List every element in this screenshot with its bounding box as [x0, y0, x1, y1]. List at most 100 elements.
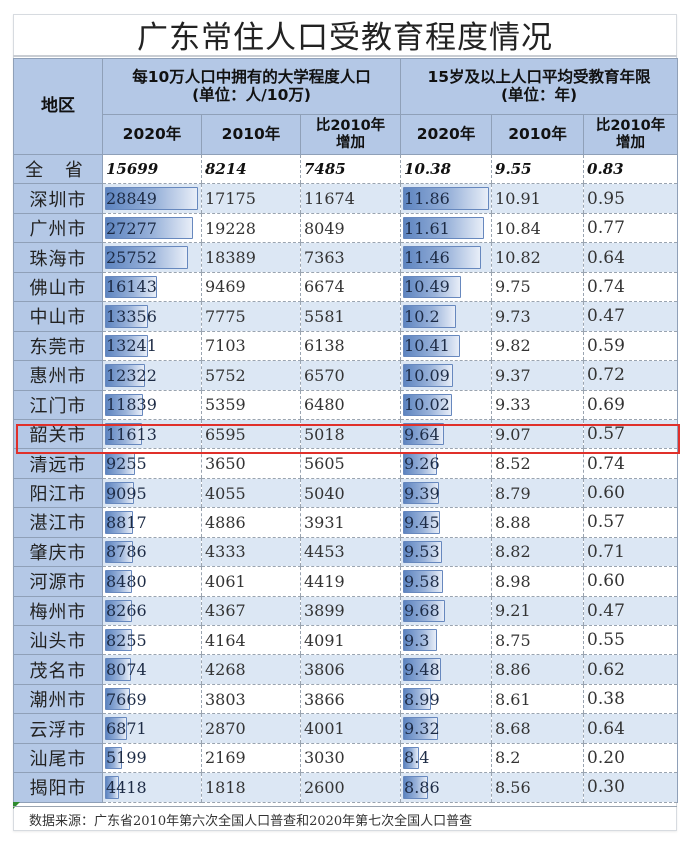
years-2020-cell: 10.09 [400, 360, 492, 391]
university-2020-cell: 4418 [102, 772, 202, 803]
years-increase-cell: 0.95 [583, 183, 679, 214]
university-2020-cell: 28849 [102, 183, 202, 214]
university-increase-cell: 6674 [299, 272, 401, 303]
years-2020-cell: 11.46 [400, 242, 492, 273]
years-2010-cell: 8.52 [491, 448, 584, 479]
data-bar [105, 422, 143, 446]
years-2020-cell: 9.68 [400, 596, 492, 627]
university-2020-cell: 9095 [102, 478, 202, 509]
university-2020-cell: 6871 [102, 713, 202, 744]
data-bar [105, 687, 130, 711]
table-row: 揭阳市 4418 1818 2600 8.86 8.56 0.30 [13, 772, 679, 803]
data-bar [105, 187, 198, 210]
header-b-increase: 比2010年 增加 [583, 114, 679, 155]
cell-value: 10.41 [404, 336, 450, 356]
years-2010-cell: 10.91 [491, 183, 584, 214]
years-2010-cell: 9.21 [491, 596, 584, 627]
region-cell: 河源市 [13, 566, 103, 597]
university-2010-cell: 3650 [201, 448, 301, 479]
cell-value: 9.58 [404, 571, 440, 591]
years-increase-cell: 0.55 [583, 625, 679, 656]
data-bar [403, 776, 429, 799]
university-2020-cell: 8817 [102, 507, 202, 538]
university-2010-cell: 5752 [201, 360, 301, 391]
years-increase-cell: 0.62 [583, 654, 679, 685]
cell-value: 10.2 [404, 306, 440, 326]
years-increase-cell: 0.77 [583, 213, 679, 244]
table-row: 惠州市 12322 5752 6570 10.09 9.37 0.72 [13, 360, 679, 391]
years-increase-cell: 0.57 [583, 507, 679, 538]
years-2010-cell: 8.88 [491, 507, 584, 538]
table-row: 阳江市 9095 4055 5040 9.39 8.79 0.60 [13, 477, 679, 509]
region-cell: 汕尾市 [13, 742, 103, 774]
region-cell: 韶关市 [13, 418, 103, 450]
years-2020-cell: 8.4 [400, 743, 492, 774]
years-2010-cell: 9.37 [491, 360, 584, 391]
education-table: 地区 每10万人口中拥有的大学程度人口 (单位：人/10万) 15岁及以上人口平… [13, 58, 679, 803]
data-bar [105, 570, 133, 593]
university-2020-cell: 11613 [102, 419, 202, 450]
university-2010-cell: 4886 [201, 507, 301, 538]
table-row: 珠海市 25752 18389 7363 11.46 10.82 0.64 [13, 242, 679, 273]
data-bar [105, 629, 132, 652]
region-cell: 汕头市 [13, 624, 103, 656]
university-2020-cell: 12322 [102, 360, 202, 391]
university-increase-cell: 5040 [299, 478, 401, 509]
data-bar [403, 511, 441, 534]
corner-triangle-icon [13, 802, 20, 809]
data-bar [403, 364, 454, 387]
table-row: 肇庆市 8786 4333 4453 9.53 8.82 0.71 [13, 536, 679, 568]
university-increase-cell: 4453 [299, 537, 401, 568]
cell-value: 10.49 [404, 277, 450, 297]
years-2010-cell: 9.55 [491, 154, 584, 185]
university-2020-cell: 11839 [102, 390, 202, 420]
region-cell: 东莞市 [13, 330, 103, 362]
cell-value: 11.46 [404, 248, 450, 268]
region-cell: 湛江市 [13, 507, 103, 538]
years-increase-cell: 0.59 [583, 331, 679, 362]
cell-value: 9.26 [404, 454, 440, 474]
university-increase-cell: 6570 [299, 360, 401, 391]
years-increase-cell: 0.38 [583, 684, 679, 715]
university-increase-cell: 11674 [299, 183, 401, 214]
cell-value: 9.53 [404, 542, 440, 562]
cell-value: 5199 [106, 748, 147, 768]
data-bar [403, 187, 490, 210]
cell-value: 11613 [106, 424, 157, 444]
university-2010-cell: 2870 [201, 713, 301, 744]
university-increase-cell: 5581 [299, 301, 401, 332]
years-2020-cell: 9.64 [400, 419, 492, 450]
data-bar [105, 658, 132, 681]
table-row: 湛江市 8817 4886 3931 9.45 8.88 0.57 [13, 507, 679, 538]
header-group-university-line1: 每10万人口中拥有的大学程度人口 [132, 68, 371, 87]
cell-value: 6871 [106, 719, 147, 739]
university-2010-cell: 7103 [201, 331, 301, 362]
university-2020-cell: 13241 [102, 331, 202, 362]
header-a-2020: 2020年 [102, 114, 202, 155]
years-2010-cell: 8.79 [491, 478, 584, 509]
university-increase-cell: 3899 [299, 596, 401, 627]
data-bar [403, 570, 443, 593]
cell-value: 11.61 [404, 218, 450, 238]
university-2010-cell: 18389 [201, 242, 301, 273]
data-bar [105, 540, 134, 564]
years-2020-cell: 10.2 [400, 301, 492, 332]
university-2010-cell: 7775 [201, 301, 301, 332]
cell-value: 7669 [106, 689, 147, 709]
data-bar [105, 216, 193, 240]
years-2010-cell: 8.82 [491, 537, 584, 568]
years-2020-cell: 9.32 [400, 713, 492, 744]
university-increase-cell: 6480 [299, 390, 401, 420]
region-cell: 清远市 [13, 448, 103, 479]
years-2020-cell: 11.61 [400, 213, 492, 244]
years-2020-cell: 11.86 [400, 183, 492, 214]
university-2010-cell: 4061 [201, 566, 301, 597]
region-cell: 梅州市 [13, 595, 103, 627]
cell-value: 28849 [106, 189, 157, 209]
years-2020-cell: 9.48 [400, 654, 492, 685]
years-2010-cell: 9.33 [491, 390, 584, 420]
data-bar [403, 246, 481, 269]
data-bar [105, 599, 132, 622]
cell-value: 9.48 [404, 660, 440, 680]
header-a-increase-line2: 增加 [336, 134, 366, 151]
